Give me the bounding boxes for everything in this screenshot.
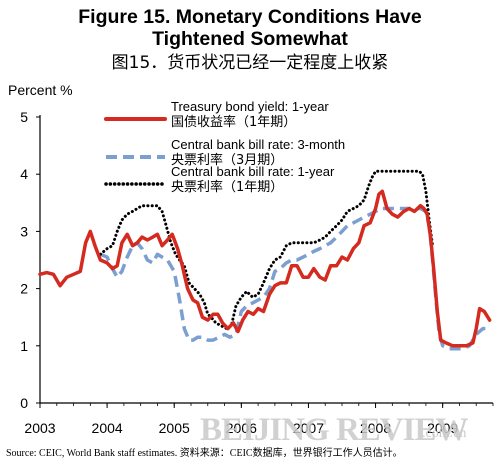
chart-title-line1: Figure 15. Monetary Conditions Have (78, 6, 422, 28)
legend-label-1: Treasury bond yield: 1-year (171, 99, 329, 114)
legend-label-cn-2: 央票利率（3月期） (171, 152, 283, 168)
legend-label-cn-3: 央票利率（1年期） (171, 179, 283, 195)
x-tick-label: 2005 (159, 420, 190, 436)
x-tick-label: 2004 (92, 420, 123, 436)
y-tick-label: 2 (20, 281, 28, 297)
x-tick-label: 2006 (226, 420, 257, 436)
series-line-1 (38, 189, 492, 348)
y-tick-label: 1 (20, 338, 28, 354)
x-tick-label: 2007 (293, 420, 324, 436)
y-tick-label: 3 (20, 223, 28, 239)
watermark-logo: BEIJING REVIEW (200, 412, 468, 448)
chart-axes: 0 1 2 3 4 5 2003 2004 2005 2006 2007 2008 2009 (20, 109, 494, 436)
y-tick-label: 4 (20, 166, 28, 182)
y-axis-label: Percent % (8, 82, 73, 98)
watermark-domain: .com.cn (422, 426, 467, 441)
y-tick-label: 5 (20, 109, 28, 125)
legend-label-2: Central bank bill rate: 3-month (171, 137, 345, 152)
legend-label-3: Central bank bill rate: 1-year (171, 164, 335, 179)
source-note: Source: CEIC, World Bank staff estimates… (6, 448, 403, 459)
x-tick-label: 2009 (427, 420, 458, 436)
chart-series (38, 169, 492, 351)
legend-label-cn-1: 国债收益率（1年期） (171, 114, 296, 130)
y-tick-label: 0 (20, 395, 28, 411)
x-tick-label: 2003 (24, 420, 55, 436)
x-tick-label: 2008 (360, 420, 391, 436)
series-line-3 (98, 169, 435, 331)
chart-title-line2: Tightened Somewhat (152, 28, 348, 50)
chart-title-cn: 图15．货币状况已经一定程度上收紧 (111, 53, 389, 73)
